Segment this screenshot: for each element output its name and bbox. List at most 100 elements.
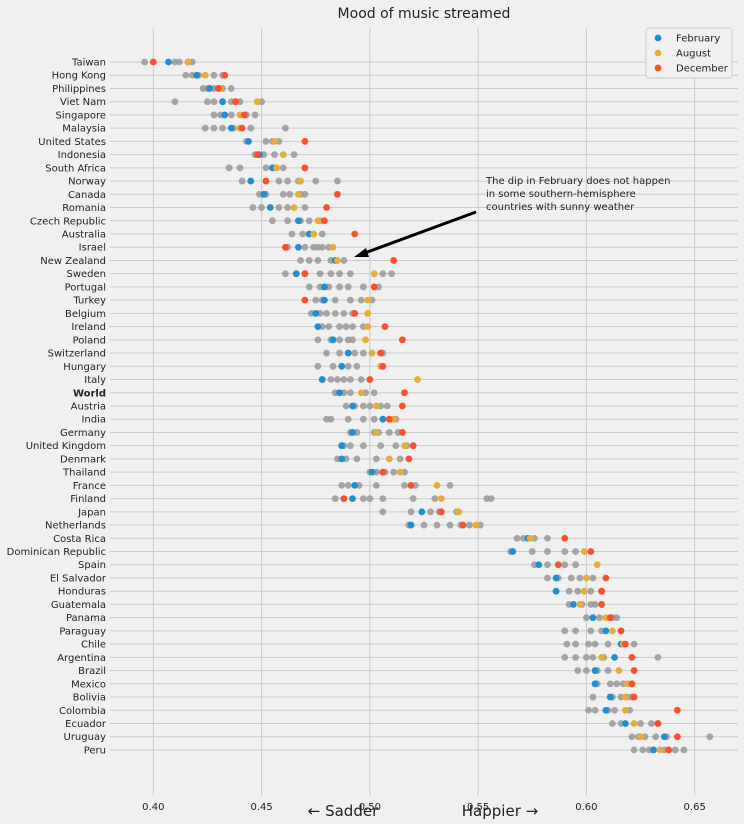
other-month-point <box>284 177 291 185</box>
other-month-point <box>286 190 294 198</box>
other-month-point <box>171 98 179 106</box>
point-february <box>329 336 337 344</box>
other-month-point <box>249 204 257 211</box>
point-august <box>314 217 322 225</box>
point-february <box>509 548 517 555</box>
point-february <box>606 693 614 701</box>
point-august <box>372 429 380 436</box>
other-month-point <box>528 548 536 555</box>
point-december <box>673 706 681 714</box>
y-tick-label: Canada <box>68 190 106 201</box>
y-tick-label: Austria <box>71 401 106 412</box>
other-month-point <box>314 336 322 344</box>
legend-label-august: August <box>676 49 711 60</box>
y-tick-label: Spain <box>78 560 106 571</box>
other-month-point <box>344 481 352 489</box>
point-february <box>349 495 356 502</box>
other-month-point <box>359 495 367 502</box>
point-december <box>673 733 681 741</box>
point-february <box>589 614 597 622</box>
annotation-line-1: The dip in February does not happen <box>485 176 670 187</box>
point-december <box>398 429 406 436</box>
point-december <box>333 190 341 198</box>
point-august <box>637 733 644 741</box>
other-month-point <box>572 561 579 569</box>
other-month-point <box>359 415 367 423</box>
y-tick-label: Malaysia <box>62 124 106 135</box>
point-december <box>301 137 309 145</box>
x-tick-label: 0.55 <box>467 802 489 813</box>
other-month-point <box>201 124 209 132</box>
y-tick-label: Guatemala <box>51 600 106 611</box>
y-tick-label: Ecuador <box>65 719 107 730</box>
point-august <box>580 548 588 555</box>
other-month-point <box>544 548 551 555</box>
other-month-point <box>583 667 590 674</box>
point-august <box>396 468 404 476</box>
point-august <box>414 376 421 383</box>
other-month-point <box>314 362 322 370</box>
point-december <box>390 257 398 264</box>
point-december <box>351 230 359 238</box>
other-month-point <box>628 733 636 741</box>
other-month-point <box>331 495 339 502</box>
x-tick-label: 0.50 <box>359 802 381 813</box>
other-month-point <box>591 706 599 714</box>
other-month-point <box>342 323 350 330</box>
other-month-point <box>589 693 597 701</box>
legend-marker-february <box>654 34 662 42</box>
other-month-point <box>331 309 339 317</box>
other-month-point <box>349 336 356 344</box>
other-month-point <box>282 270 289 278</box>
point-august <box>621 706 629 714</box>
other-month-point <box>262 164 270 172</box>
other-month-point <box>357 376 365 383</box>
point-february <box>602 627 610 635</box>
point-february <box>349 402 356 410</box>
point-february <box>295 243 302 251</box>
annotation-arrow-line <box>361 210 477 256</box>
other-month-point <box>346 376 354 383</box>
other-month-point <box>604 640 612 648</box>
point-december <box>323 204 330 211</box>
other-month-point <box>487 495 495 502</box>
other-month-point <box>323 349 330 357</box>
point-august <box>472 521 480 529</box>
point-february <box>338 362 346 370</box>
y-tick-label: United States <box>38 137 106 148</box>
other-month-point <box>318 243 326 251</box>
other-month-point <box>370 389 378 397</box>
other-month-point <box>572 548 579 555</box>
point-august <box>273 164 281 172</box>
other-month-point <box>359 349 367 357</box>
other-month-point <box>271 151 278 159</box>
other-month-point <box>680 746 688 754</box>
other-month-point <box>312 177 320 185</box>
other-month-point <box>647 720 655 727</box>
other-month-point <box>210 124 218 132</box>
point-december <box>606 614 614 622</box>
other-month-point <box>561 627 569 635</box>
other-month-point <box>377 442 385 450</box>
point-august <box>368 349 376 357</box>
y-tick-label: Finland <box>70 494 106 505</box>
x-tick-labels: 0.40 0.45 0.50 0.55 0.60 0.65 <box>142 802 706 813</box>
point-february <box>292 270 300 278</box>
point-august <box>583 574 590 582</box>
other-month-point <box>340 376 348 383</box>
other-month-point <box>409 495 417 502</box>
point-december <box>370 283 378 291</box>
y-tick-label: Romania <box>62 203 106 214</box>
y-tick-label: Mexico <box>71 679 106 690</box>
point-august <box>333 257 341 264</box>
point-december <box>587 548 595 555</box>
other-month-point <box>630 640 638 648</box>
point-august <box>295 190 302 198</box>
point-august <box>297 177 304 185</box>
other-month-point <box>379 270 387 278</box>
point-december <box>301 164 309 172</box>
point-december <box>381 323 389 330</box>
point-february <box>266 204 274 211</box>
other-month-point <box>269 217 276 225</box>
